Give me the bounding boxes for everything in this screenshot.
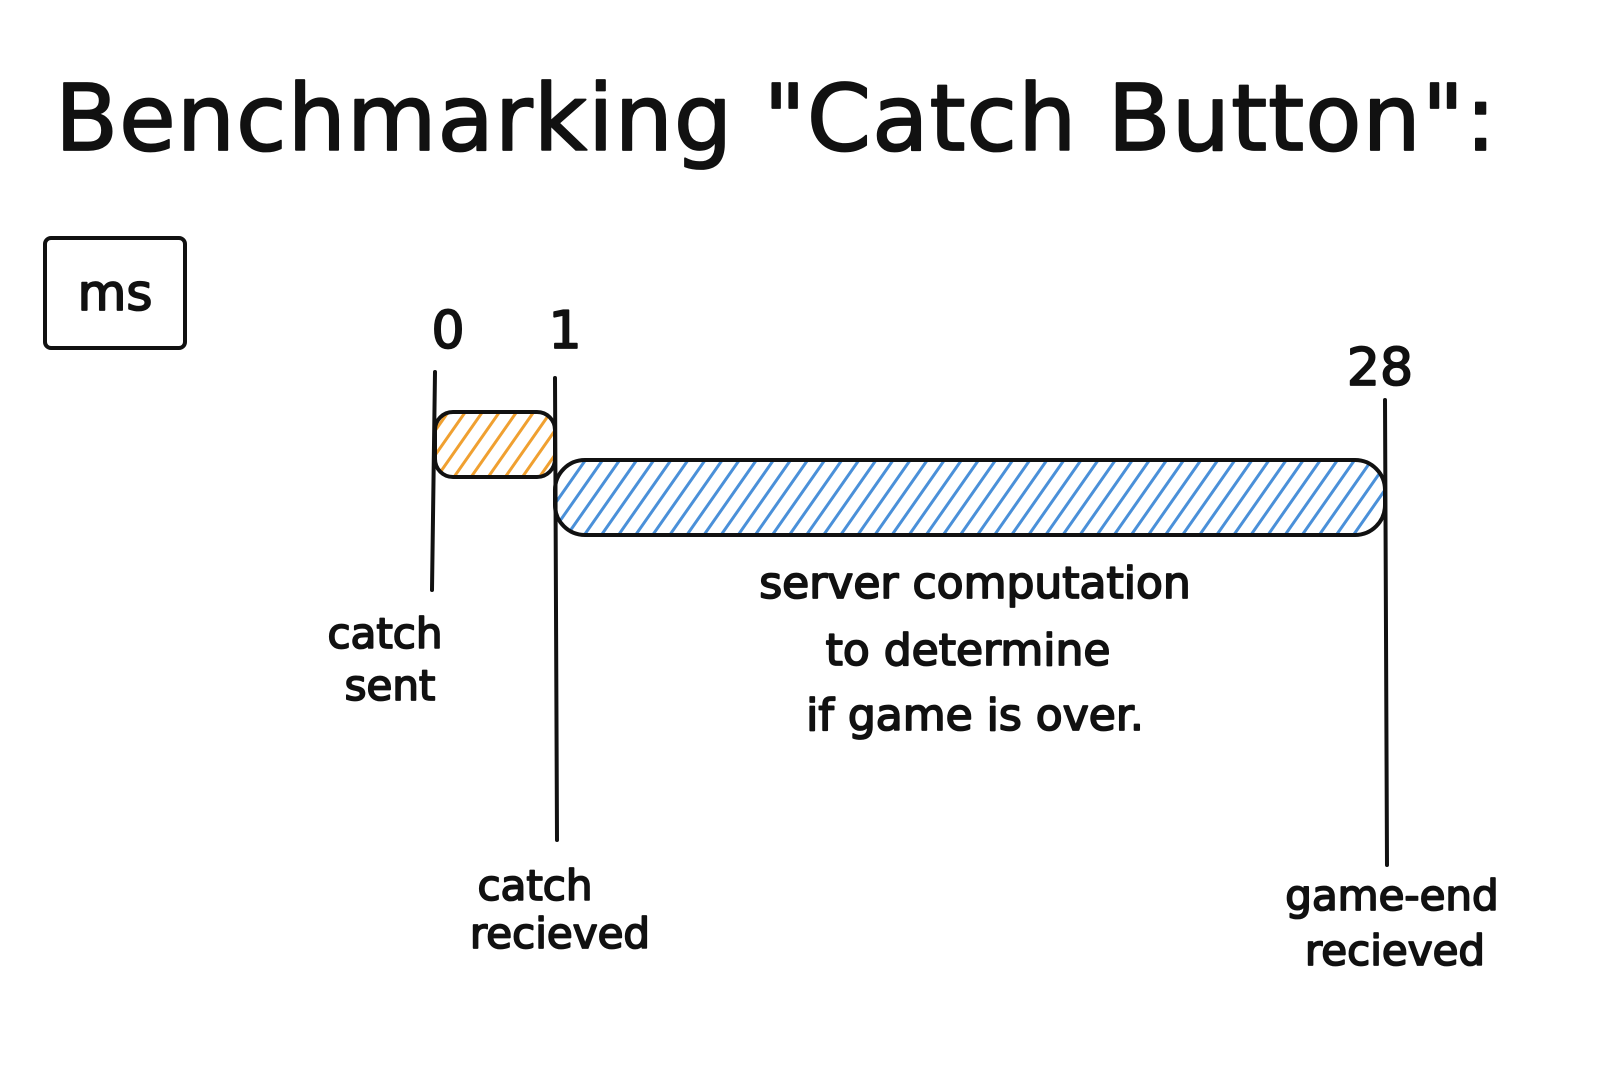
event-label-catch-received-line1: catch [477,861,592,910]
tick-label-1: 1 [548,301,581,361]
diagram-title: Benchmarking "Catch Button": [55,65,1497,172]
segment-bar-catch-send [433,410,557,479]
event-line-game-end-received [1383,398,1389,867]
event-label-catch-received-line2: recieved [470,909,650,958]
segment-description-line2: to determine [826,625,1111,676]
event-line-catch-received [553,376,559,842]
unit-label: ms [78,264,153,322]
event-line-catch-sent [430,370,437,592]
event-label-catch-sent-line2: sent [345,661,436,710]
event-label-game-end-line1: game-end [1285,871,1498,920]
unit-box [43,236,187,350]
event-label-game-end-line2: recieved [1305,926,1485,975]
segment-description-line3: if game is over. [806,690,1144,741]
tick-label-28: 28 [1347,338,1413,398]
segment-description-line1: server computation [759,558,1191,609]
tick-label-0: 0 [431,301,464,361]
event-label-catch-sent-line1: catch [327,609,442,658]
segment-bar-server-computation [553,458,1387,537]
